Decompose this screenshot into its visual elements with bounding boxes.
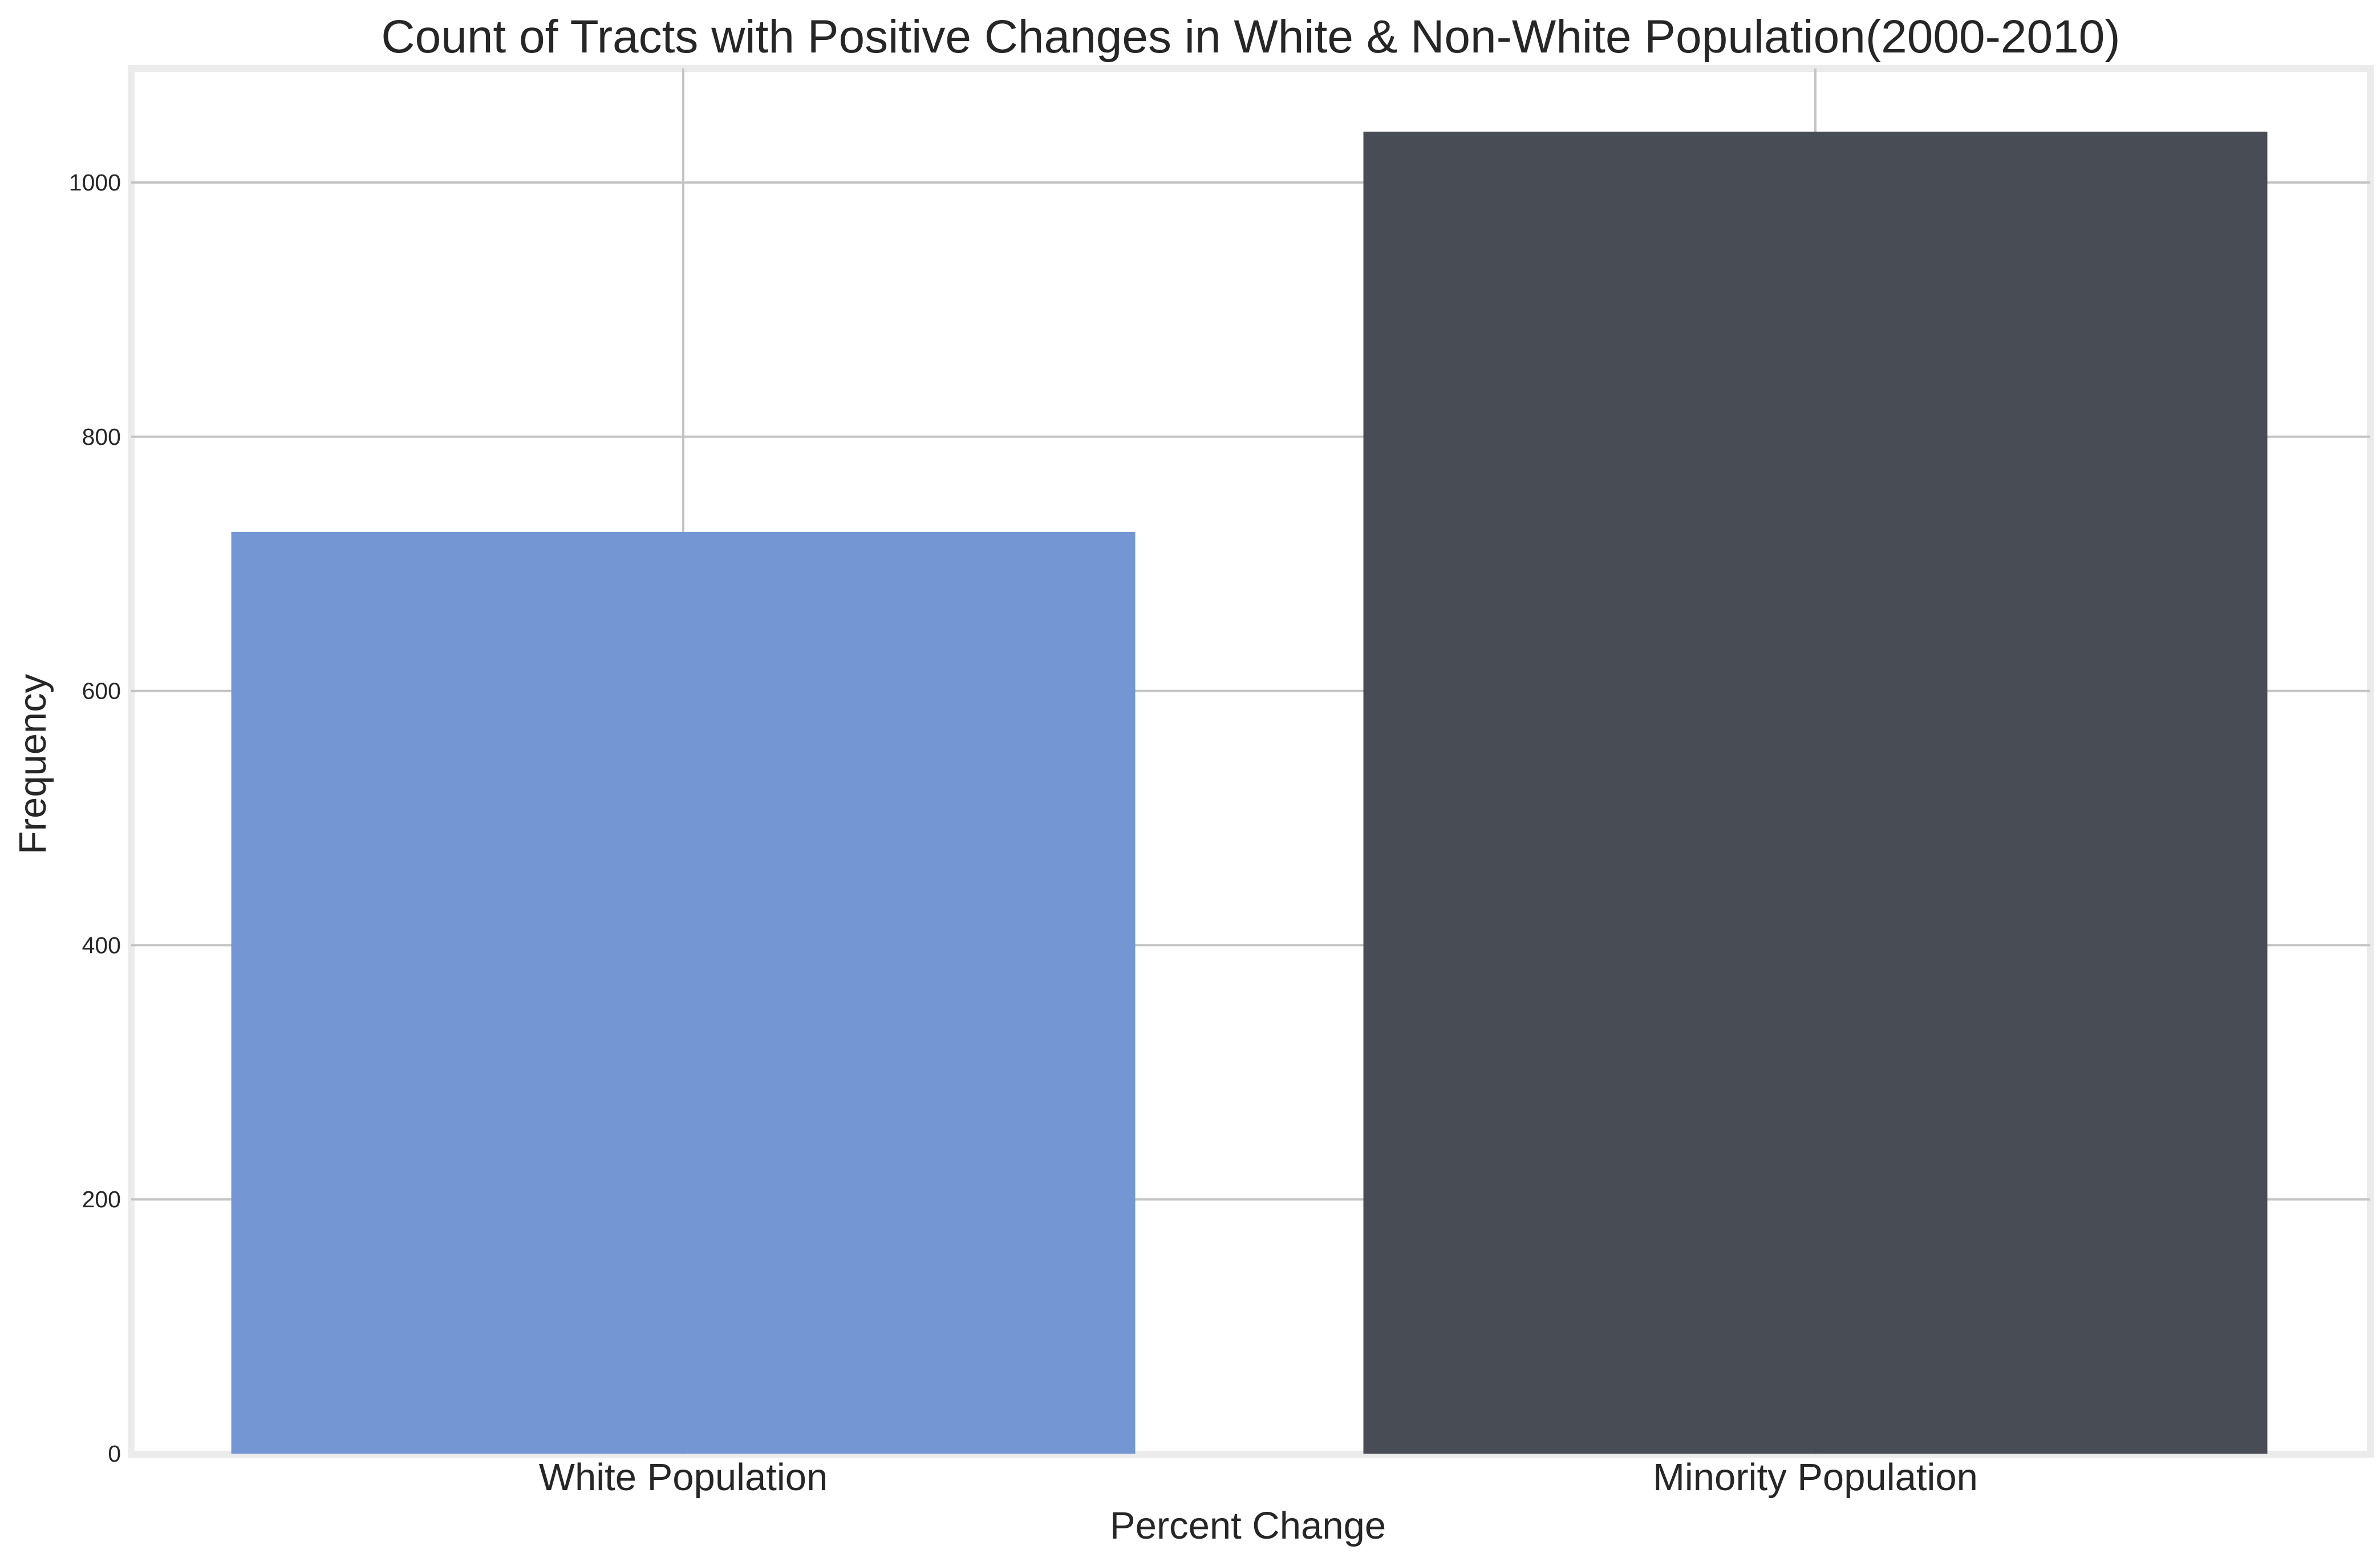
y-tick-label: 600 — [82, 678, 121, 704]
y-axis-label: Frequency — [11, 674, 54, 854]
bar-minority-population — [1363, 131, 2268, 1454]
y-tick-label: 200 — [82, 1186, 121, 1212]
x-tick-label: Minority Population — [1653, 1456, 1978, 1499]
y-tick-label: 400 — [82, 932, 121, 958]
y-tick-label: 800 — [82, 424, 121, 450]
bar-white-population — [231, 532, 1136, 1454]
y-tick-label: 1000 — [69, 169, 121, 196]
x-tick-labels: White Population Minority Population — [539, 1456, 1978, 1499]
y-tick-label: 0 — [108, 1441, 121, 1467]
x-tick-label: White Population — [539, 1456, 828, 1499]
x-axis-label: Percent Change — [1110, 1504, 1386, 1547]
bars — [231, 131, 2268, 1454]
y-tick-labels: 0 200 400 600 800 1000 — [69, 169, 121, 1467]
chart-title: Count of Tracts with Positive Changes in… — [381, 11, 2120, 63]
